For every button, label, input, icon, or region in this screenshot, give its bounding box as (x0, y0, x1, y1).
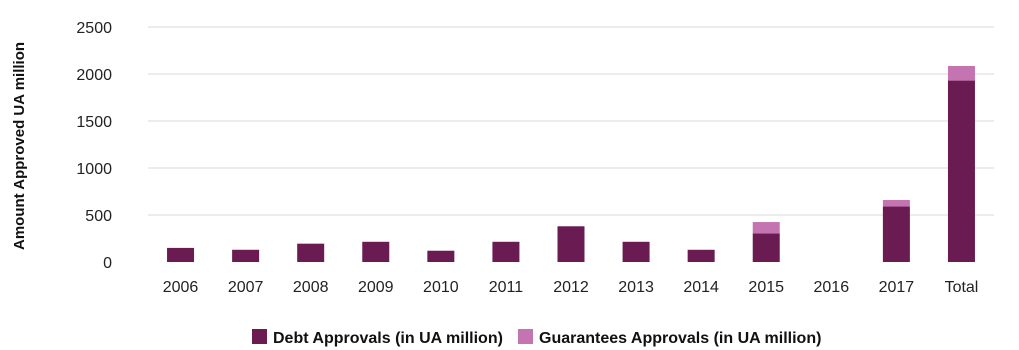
bars (167, 66, 975, 262)
x-tick-label: Total (945, 279, 979, 296)
bar-debt-2013 (622, 241, 650, 262)
x-tick-label: 2006 (163, 279, 199, 296)
y-tick-label: 1000 (76, 161, 112, 178)
bar-debt-2011 (492, 241, 520, 262)
y-axis-label: Amount Approved UA million (11, 42, 28, 250)
bar-debt-2007 (232, 249, 260, 262)
bar-guarantees-total (947, 66, 975, 81)
x-tick-label: 2007 (228, 279, 264, 296)
bar-debt-2012 (557, 226, 585, 262)
x-tick-label: 2008 (293, 279, 329, 296)
x-tick-label: 2009 (358, 279, 394, 296)
bar-guarantees-2015 (752, 222, 780, 234)
gridlines (148, 26, 994, 216)
bar-debt-2009 (362, 241, 390, 262)
x-tick-label: 2017 (879, 279, 915, 296)
bar-debt-2008 (297, 243, 325, 262)
x-tick-label: 2012 (553, 279, 589, 296)
y-tick-label: 2000 (76, 67, 112, 84)
y-tick-label: 2500 (76, 20, 112, 37)
x-tick-label: 2014 (683, 279, 719, 296)
y-tick-label: 500 (85, 208, 112, 225)
x-tick-label: 2013 (618, 279, 654, 296)
x-tick-label: 2015 (748, 279, 784, 296)
bar-debt-total (947, 80, 975, 262)
x-tick-label: 2011 (489, 279, 524, 296)
bar-debt-2014 (687, 249, 715, 262)
legend-swatch-debt (252, 329, 267, 344)
bar-debt-2015 (752, 233, 780, 262)
y-tick-label: 0 (103, 255, 112, 272)
y-axis-ticks: 0 500 1000 1500 2000 2500 (76, 20, 112, 272)
x-tick-label: 2010 (423, 279, 459, 296)
bar-debt-2010 (427, 250, 455, 262)
legend-label-debt: Debt Approvals (in UA million) (273, 330, 503, 347)
x-axis-ticks: 2006 2007 2008 2009 2010 2011 2012 2013 2014 2015… (163, 279, 979, 296)
bar-debt-2017 (882, 206, 910, 262)
x-tick-label: 2016 (814, 279, 850, 296)
legend-label-guarantees: Guarantees Approvals (in UA million) (539, 330, 821, 347)
y-tick-label: 1500 (76, 114, 112, 131)
legend: Debt Approvals (in UA million) Guarantee… (252, 329, 821, 347)
legend-swatch-guarantees (518, 329, 533, 344)
bar-debt-2006 (167, 247, 195, 262)
bar-guarantees-2017 (882, 199, 910, 207)
